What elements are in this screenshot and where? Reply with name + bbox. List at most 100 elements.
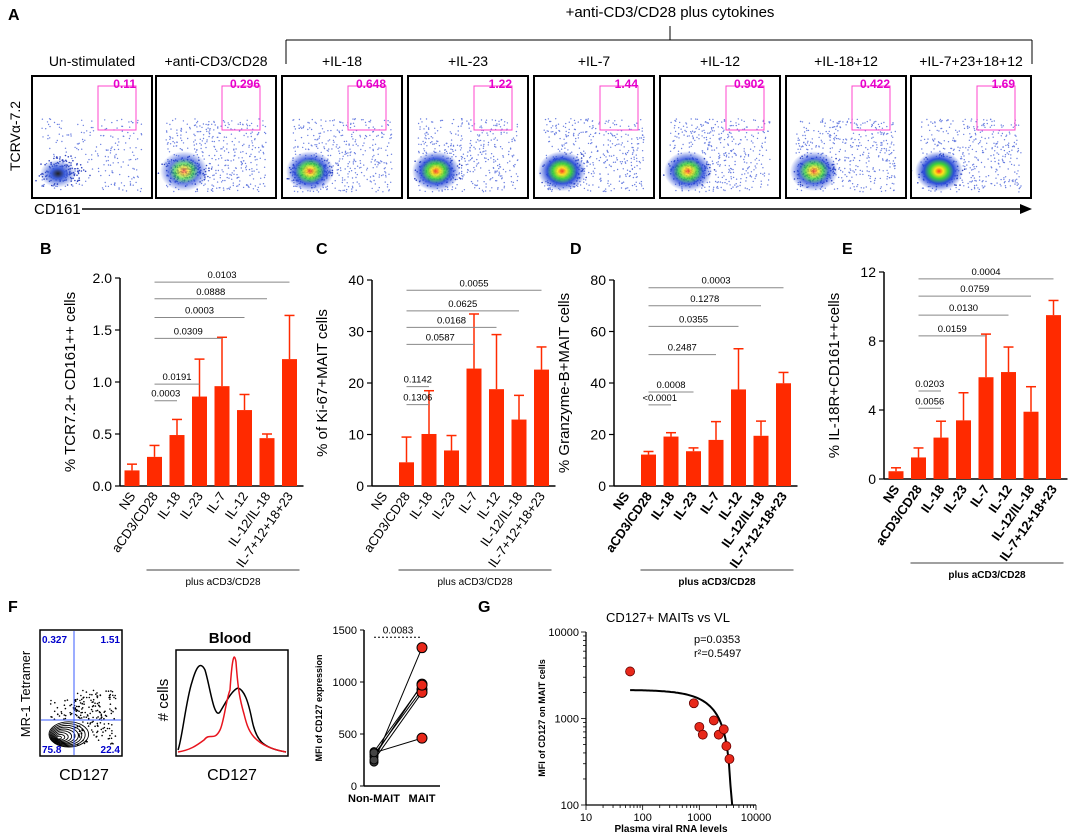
event-dot	[987, 158, 989, 160]
event-dot	[564, 126, 567, 129]
event-dot	[67, 134, 70, 136]
event-dot	[97, 716, 99, 718]
event-dot	[62, 135, 64, 137]
event-dot	[390, 153, 393, 155]
event-dot	[888, 153, 890, 156]
event-dot	[731, 136, 733, 138]
event-dot	[1001, 158, 1004, 160]
event-dot	[1004, 154, 1007, 156]
event-dot	[571, 151, 573, 153]
event-dot	[983, 122, 985, 125]
p-value-label: 0.1278	[690, 294, 719, 305]
event-dot	[230, 160, 232, 162]
event-dot	[315, 122, 317, 125]
bar	[753, 435, 769, 486]
event-dot	[621, 142, 623, 144]
event-dot	[885, 139, 888, 142]
event-dot	[636, 176, 638, 178]
event-dot	[64, 717, 67, 720]
event-dot	[580, 157, 583, 159]
event-dot	[827, 132, 829, 135]
quad-ll: 75.8	[42, 745, 62, 756]
event-dot	[893, 149, 895, 152]
event-dot	[166, 122, 168, 125]
event-dot	[640, 183, 642, 185]
event-dot	[983, 166, 986, 168]
event-dot	[853, 186, 855, 188]
event-dot	[318, 132, 320, 135]
event-dot	[507, 153, 510, 156]
event-dot	[251, 131, 253, 133]
event-dot	[314, 121, 316, 124]
event-dot	[634, 183, 636, 186]
event-dot	[82, 729, 84, 732]
y-tick-label: 30	[348, 324, 364, 340]
event-dot	[240, 151, 242, 153]
event-dot	[1002, 125, 1004, 127]
event-dot	[491, 119, 493, 121]
event-dot	[804, 137, 807, 140]
event-dot	[862, 191, 864, 193]
event-dot	[703, 152, 706, 154]
event-dot	[1014, 134, 1016, 136]
event-dot	[94, 725, 96, 728]
event-dot	[117, 148, 120, 151]
event-dot	[828, 130, 830, 133]
event-dot	[873, 121, 876, 123]
event-dot	[691, 130, 694, 132]
event-dot	[452, 144, 455, 147]
event-dot	[51, 716, 53, 718]
event-dot	[974, 132, 977, 135]
event-dot	[682, 143, 684, 146]
event-dot	[385, 174, 387, 177]
event-dot	[200, 147, 202, 150]
event-dot	[344, 151, 347, 153]
event-dot	[352, 122, 355, 125]
event-dot	[550, 127, 552, 129]
event-dot	[247, 184, 249, 187]
event-dot	[958, 188, 960, 191]
event-dot	[343, 189, 346, 191]
event-dot	[674, 144, 676, 147]
event-dot	[70, 162, 72, 164]
event-dot	[1017, 183, 1019, 185]
event-dot	[315, 145, 318, 148]
event-dot	[859, 190, 861, 193]
event-dot	[688, 142, 690, 144]
event-dot	[555, 118, 557, 120]
event-dot	[934, 143, 936, 145]
bar	[956, 420, 971, 479]
event-dot	[612, 135, 614, 137]
event-dot	[892, 160, 895, 162]
event-dot	[499, 126, 502, 128]
event-dot	[92, 689, 95, 692]
event-dot	[971, 148, 974, 151]
event-dot	[727, 144, 730, 146]
event-dot	[473, 160, 475, 163]
event-dot	[376, 135, 378, 137]
event-dot	[633, 158, 635, 160]
event-dot	[205, 128, 207, 131]
event-dot	[879, 151, 881, 154]
event-dot	[720, 186, 722, 189]
event-dot	[489, 190, 491, 192]
event-dot	[99, 722, 102, 724]
event-dot	[967, 127, 969, 130]
event-dot	[690, 132, 693, 134]
event-dot	[971, 169, 973, 171]
event-dot	[642, 139, 645, 141]
event-dot	[631, 146, 633, 149]
event-dot	[98, 701, 100, 704]
event-dot	[625, 175, 627, 178]
event-dot	[374, 128, 376, 130]
event-dot	[374, 183, 376, 185]
event-dot	[217, 164, 220, 166]
event-dot	[297, 146, 299, 148]
event-dot	[338, 131, 341, 134]
event-dot	[53, 121, 56, 124]
event-dot	[680, 128, 682, 130]
event-dot	[377, 148, 379, 151]
event-dot	[589, 126, 591, 128]
event-dot	[1009, 161, 1011, 163]
